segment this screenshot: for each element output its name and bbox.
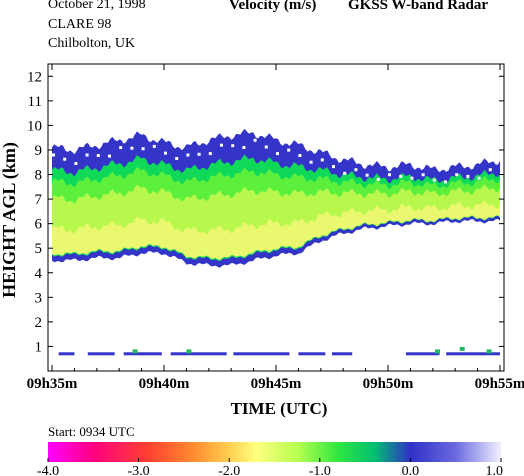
low-echo-segment [298, 352, 326, 356]
cloud-speckle [74, 162, 78, 165]
cloud-speckle [63, 157, 67, 161]
x-tick-label: 09h40m [139, 376, 190, 392]
cloud-speckle [108, 154, 111, 158]
cloud-speckle [253, 138, 257, 142]
cloud-speckle [320, 158, 324, 162]
y-tick-label: 11 [28, 94, 42, 110]
low-echo-segment [58, 352, 75, 356]
low-echo-segment [170, 352, 227, 356]
cloud-speckle [488, 168, 492, 172]
low-echo-segment [405, 352, 440, 356]
colorbar-ticks: -4.0 -3.0 -2.0 -1.0 0.0 1.0 [37, 458, 503, 476]
y-tick-label: 9 [35, 143, 43, 159]
cloud-speckle [164, 151, 167, 155]
x-tick-label: 09h35m [27, 376, 78, 392]
y-tick-label: 1 [35, 339, 43, 355]
colorbar-tick-label: -2.0 [218, 464, 240, 476]
cloud-speckle [376, 177, 380, 181]
cloud-speckle [410, 176, 414, 180]
x-tick-label: 09h50m [363, 376, 414, 392]
low-echo-segment [87, 352, 115, 356]
cloud-speckle [264, 145, 268, 149]
low-echo-green [132, 349, 138, 354]
y-axis-label: HEIGHT AGL (km) [0, 142, 20, 298]
cloud-speckle [208, 152, 212, 156]
cloud-speckle [175, 157, 179, 160]
x-tick-label: 09h55m [475, 376, 524, 392]
low-echo-green [186, 349, 192, 354]
cloud-speckle [231, 144, 235, 148]
cloud-speckle [242, 146, 246, 149]
cloud-speckle [354, 168, 358, 172]
y-tick-label: 10 [27, 118, 42, 134]
colorbar-tick-label: -4.0 [37, 464, 59, 476]
cloud-speckle [455, 173, 459, 177]
cloud-speckle [309, 160, 313, 164]
cloud-speckle [197, 152, 201, 156]
cloud-speckle [365, 173, 369, 177]
x-axis: 09h35m 09h40m 09h45m 09h50m 09h55m [27, 64, 524, 392]
quantity-title: Velocity (m/s) [229, 0, 317, 13]
y-tick-label: 12 [27, 69, 42, 85]
low-echo [58, 346, 500, 356]
low-echo-segment [233, 352, 290, 356]
x-tick-label: 09h45m [251, 376, 302, 392]
cloud-speckle [298, 154, 302, 157]
cloud-speckle [52, 153, 55, 157]
cloud-speckle [477, 176, 481, 180]
campaign-label: CLARE 98 [48, 17, 112, 32]
cloud-speckle [287, 148, 291, 152]
instrument-title: GKSS W-band Radar [348, 0, 489, 13]
y-tick-label: 2 [35, 315, 43, 331]
cloud-speckle [152, 144, 156, 148]
y-tick-label: 5 [35, 241, 43, 257]
low-echo-green [435, 349, 440, 354]
cloud-speckle [276, 152, 279, 156]
cloud-echo [52, 128, 500, 268]
cloud-speckle [432, 178, 436, 182]
colorbar-tick-label: -1.0 [309, 464, 331, 476]
low-echo-segment [332, 352, 353, 356]
cloud-speckle [388, 173, 391, 177]
cloud-speckle [85, 153, 89, 157]
date-label: October 21, 1998 [48, 0, 146, 12]
cloud-speckle [220, 143, 223, 147]
colorbar-tick-label: 0.0 [402, 464, 420, 476]
cloud-speckle [119, 146, 123, 150]
cloud-speckle [421, 173, 425, 177]
start-time-label: Start: 0934 UTC [48, 424, 135, 439]
x-axis-label: TIME (UTC) [231, 399, 328, 418]
cloud-speckle [332, 165, 335, 169]
colorbar [48, 442, 501, 462]
y-tick-label: 3 [35, 290, 43, 306]
colorbar-tick-label: -3.0 [128, 464, 150, 476]
cloud-speckle [343, 171, 347, 175]
cloud-speckle [141, 147, 145, 151]
cloud-speckle [466, 174, 470, 178]
cloud-speckle [444, 180, 447, 184]
low-echo-segment [446, 352, 500, 356]
y-tick-label: 6 [35, 217, 43, 233]
low-echo-green [459, 346, 465, 351]
low-echo-segment [123, 352, 162, 356]
cloud-speckle [399, 174, 403, 178]
y-tick-label: 8 [35, 168, 43, 184]
cloud-speckle [130, 146, 134, 150]
colorbar-tick-label: 1.0 [486, 464, 504, 476]
y-tick-label: 7 [35, 192, 43, 208]
site-label: Chilbolton, UK [48, 36, 136, 51]
low-echo-green [486, 349, 492, 354]
y-tick-label: 4 [35, 266, 43, 282]
cloud-speckle [186, 153, 190, 157]
cloud-yellow-band [52, 200, 500, 260]
cloud-speckle [96, 154, 100, 157]
